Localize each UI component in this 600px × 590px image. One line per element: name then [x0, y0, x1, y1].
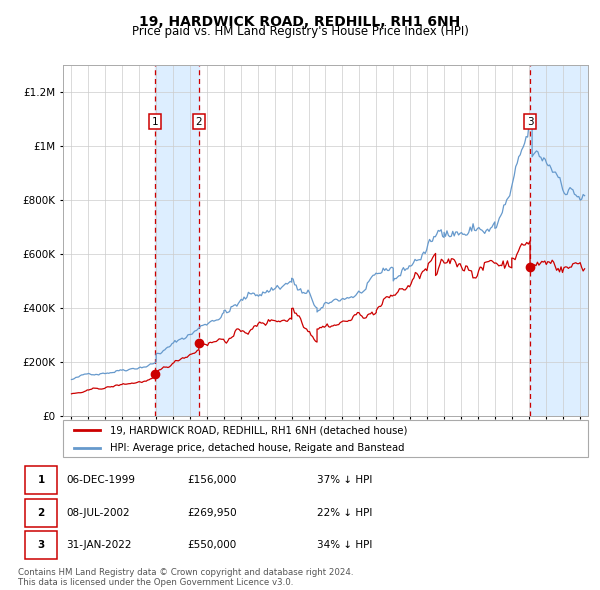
Text: 06-DEC-1999: 06-DEC-1999 [66, 475, 135, 485]
Text: £269,950: £269,950 [187, 508, 237, 517]
Text: 3: 3 [527, 117, 533, 127]
Text: 3: 3 [37, 540, 45, 550]
Text: 19, HARDWICK ROAD, REDHILL, RH1 6NH: 19, HARDWICK ROAD, REDHILL, RH1 6NH [139, 15, 461, 29]
Text: Contains HM Land Registry data © Crown copyright and database right 2024.
This d: Contains HM Land Registry data © Crown c… [18, 568, 353, 587]
Text: 2: 2 [196, 117, 202, 127]
Bar [530, 65, 588, 416]
Text: 2: 2 [37, 508, 45, 517]
Text: 08-JUL-2002: 08-JUL-2002 [66, 508, 130, 517]
FancyBboxPatch shape [25, 531, 58, 559]
Text: 37% ↓ HPI: 37% ↓ HPI [317, 475, 372, 485]
Bar [155, 65, 199, 416]
Text: Price paid vs. HM Land Registry's House Price Index (HPI): Price paid vs. HM Land Registry's House … [131, 25, 469, 38]
Text: 1: 1 [37, 475, 45, 485]
Text: 1: 1 [151, 117, 158, 127]
Text: 34% ↓ HPI: 34% ↓ HPI [317, 540, 372, 550]
FancyBboxPatch shape [25, 499, 58, 527]
Text: HPI: Average price, detached house, Reigate and Banstead: HPI: Average price, detached house, Reig… [110, 443, 405, 453]
Text: 31-JAN-2022: 31-JAN-2022 [66, 540, 131, 550]
FancyBboxPatch shape [25, 466, 58, 494]
Text: £156,000: £156,000 [187, 475, 236, 485]
Text: 19, HARDWICK ROAD, REDHILL, RH1 6NH (detached house): 19, HARDWICK ROAD, REDHILL, RH1 6NH (det… [110, 425, 407, 435]
Text: £550,000: £550,000 [187, 540, 236, 550]
Text: 22% ↓ HPI: 22% ↓ HPI [317, 508, 372, 517]
FancyBboxPatch shape [63, 420, 588, 457]
